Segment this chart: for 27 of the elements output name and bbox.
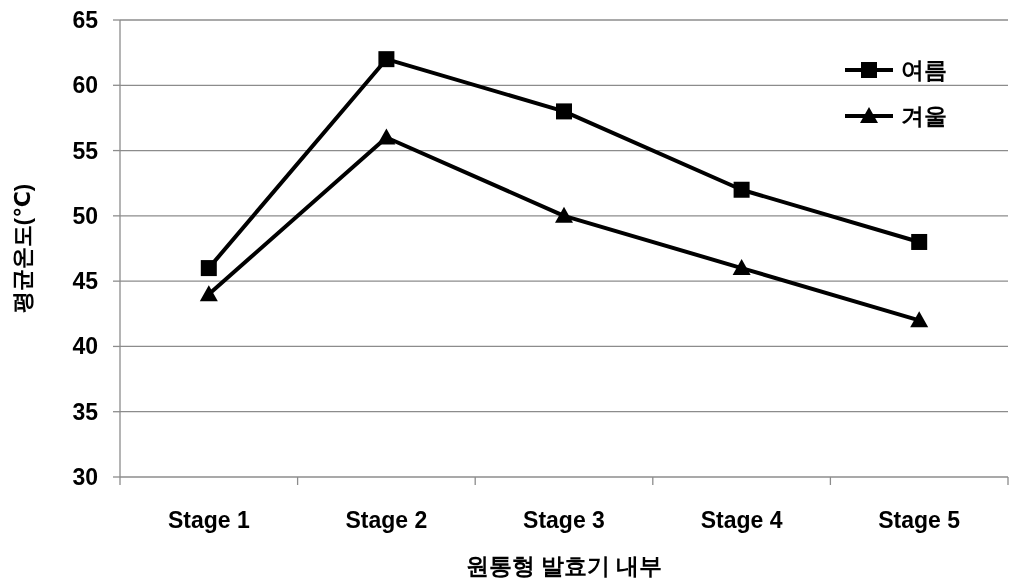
- point: [556, 103, 572, 120]
- x-tick-label: Stage 5: [878, 507, 961, 533]
- y-tick-label: 60: [72, 72, 98, 99]
- x-tick-label: Stage 4: [700, 507, 783, 533]
- x-axis-title: 원통형 발효기 내부: [465, 553, 663, 579]
- y-tick-label: 50: [72, 202, 98, 229]
- legend-label: 여름: [901, 57, 947, 83]
- point: [377, 128, 396, 145]
- point: [555, 206, 573, 223]
- point: [199, 285, 218, 302]
- point: [910, 311, 929, 328]
- x-tick-label: Stage 3: [523, 507, 605, 533]
- point: [200, 260, 217, 277]
- y-tick-label: 30: [72, 464, 98, 490]
- y-tick-label: 45: [72, 268, 99, 295]
- y-tick-label: 40: [72, 333, 98, 360]
- point: [732, 259, 751, 276]
- y-tick-label: 35: [72, 398, 99, 425]
- y-tick-label: 65: [72, 7, 99, 33]
- point: [911, 233, 928, 250]
- legend-label: 겨울: [901, 103, 947, 129]
- x-tick-label: Stage 1: [167, 507, 250, 533]
- y-axis-title: 평균온도(℃): [10, 183, 35, 314]
- point: [378, 51, 395, 68]
- y-tick-label: 55: [72, 137, 99, 164]
- x-tick-label: Stage 2: [345, 507, 428, 533]
- point: [733, 181, 750, 198]
